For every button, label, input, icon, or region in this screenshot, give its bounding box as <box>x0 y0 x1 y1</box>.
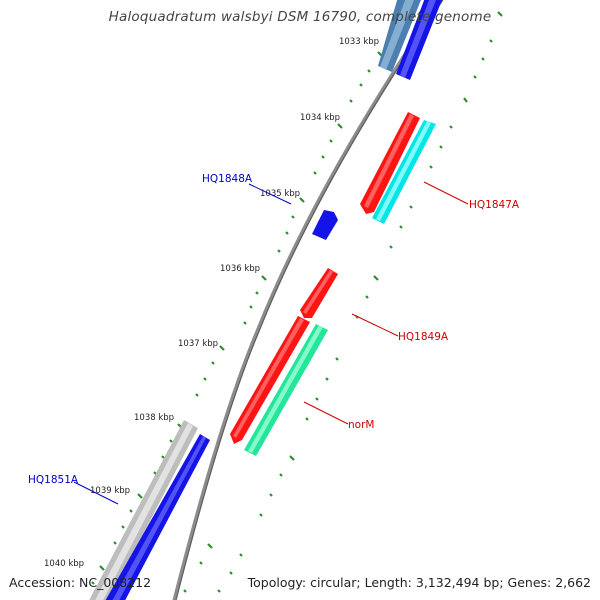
genome-summary: Topology: circular; Length: 3,132,494 bp… <box>247 575 591 590</box>
label-leaders <box>73 181 469 505</box>
gene-hq1848a[interactable] <box>312 210 338 240</box>
tick-label-1037: 1037 kbp <box>178 339 218 349</box>
accession-label: Accession: NC_008212 <box>9 575 152 590</box>
tick-label-1040: 1040 kbp <box>44 559 84 569</box>
kbp-tick-labels: 1033 kbp 1034 kbp 1035 kbp 1036 kbp 1037… <box>44 37 379 569</box>
tick-label-1034: 1034 kbp <box>300 113 340 123</box>
label-hq1849a[interactable]: HQ1849A <box>398 331 449 343</box>
label-hq1848a[interactable]: HQ1848A <box>202 173 253 185</box>
tick-label-1036: 1036 kbp <box>220 264 260 274</box>
tick-label-1039: 1039 kbp <box>90 486 130 496</box>
map-title: Haloquadratum walsbyi DSM 16790, complet… <box>108 9 492 25</box>
tick-label-1035: 1035 kbp <box>260 189 300 199</box>
gene-labels: HQ1848A HQ1847A HQ1849A norM HQ1851A <box>28 173 520 486</box>
label-hq1847a[interactable]: HQ1847A <box>469 199 520 211</box>
label-norm[interactable]: norM <box>348 419 374 431</box>
gene-features <box>89 0 442 600</box>
outer-tick-ring <box>183 11 503 593</box>
label-hq1851a[interactable]: HQ1851A <box>28 474 79 486</box>
tick-label-1038: 1038 kbp <box>134 413 174 423</box>
genome-backbone <box>172 0 444 600</box>
inner-tick-ring <box>91 51 383 585</box>
tick-label-1033: 1033 kbp <box>339 37 379 47</box>
